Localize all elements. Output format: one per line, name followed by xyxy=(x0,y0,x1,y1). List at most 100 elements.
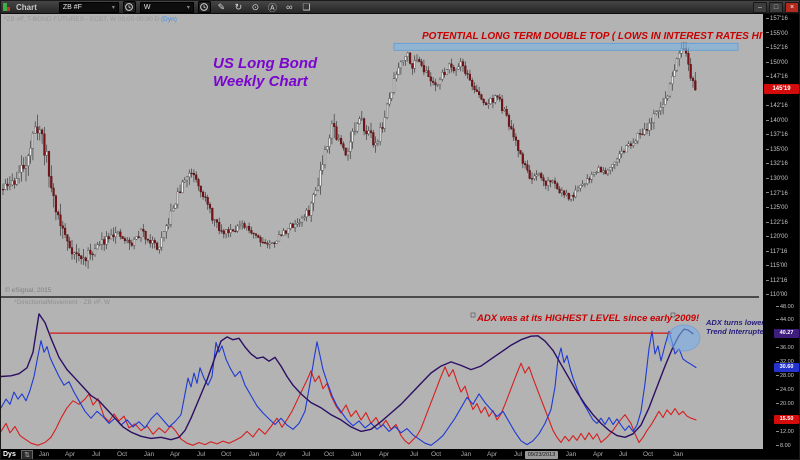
chart-title-line2: Weekly Chart xyxy=(213,73,308,90)
symbol-link[interactable]: (Dyn) xyxy=(161,16,177,23)
month-label: Oct xyxy=(430,451,442,458)
last-price-pill: 145'19 xyxy=(764,83,799,94)
price-tick: 130'00 xyxy=(766,176,788,182)
interval-value: W xyxy=(143,3,151,11)
month-label: Oct xyxy=(323,451,335,458)
symbol-description: *ZB #F, T-BOND FUTURES - ECBT, W 00:00-0… xyxy=(4,16,177,23)
target-icon[interactable]: ⊙ xyxy=(251,1,260,12)
double-top-band-drawing[interactable] xyxy=(393,42,739,51)
month-label: Jul xyxy=(409,451,419,458)
plus_di-value-pill: 30.60 xyxy=(774,362,799,372)
minus-di-line xyxy=(1,362,697,446)
price-tick: 147'16 xyxy=(766,74,788,80)
month-label: Jan xyxy=(38,451,50,458)
adx-value-pill: 40.27 xyxy=(774,329,799,339)
interval-input[interactable]: W ▾ xyxy=(139,1,194,13)
price-tick: 142'16 xyxy=(766,103,788,109)
symbol-description-text: *ZB #F, T-BOND FUTURES - ECBT, W 00:00-0… xyxy=(4,16,160,23)
chevron-down-icon[interactable]: ▾ xyxy=(186,4,190,11)
price-tick: 112'16 xyxy=(766,278,787,284)
indicator-tick: 36.00 xyxy=(776,345,794,351)
interval-clock-icon[interactable] xyxy=(197,1,211,13)
month-label: Jan xyxy=(143,451,155,458)
chart-title-annotation[interactable]: US Long Bond Weekly Chart xyxy=(213,55,317,91)
pencil-icon[interactable]: ✎ xyxy=(217,1,226,12)
price-tick: 117'16 xyxy=(766,249,787,255)
price-tick: 135'00 xyxy=(766,147,788,153)
price-tick: 132'16 xyxy=(766,161,788,167)
month-label: Oct xyxy=(116,451,128,458)
window-title: Chart xyxy=(16,2,37,12)
chat-icon[interactable]: ❑ xyxy=(302,1,311,12)
price-tick: 122'16 xyxy=(766,220,788,226)
time-axis[interactable]: Dys ⇅ 09/23/2013 Jan Apr Jul Oct Jan Apr Jul Oc… xyxy=(1,449,799,459)
month-label: Apr xyxy=(378,451,390,458)
indicator-tick: 24.00 xyxy=(776,387,794,393)
month-label: Jan xyxy=(248,451,260,458)
month-label: Jul xyxy=(196,451,206,458)
main-chart-plot[interactable] xyxy=(1,1,759,449)
symbol-value: ZB #F xyxy=(62,3,82,11)
trend-note-line2: Trend Interrupted xyxy=(706,327,769,336)
month-label: Apr xyxy=(592,451,604,458)
minimize-button[interactable]: – xyxy=(753,1,767,13)
anchor-date-highlight: 09/23/2013 xyxy=(525,451,558,459)
price-tick: 120'00 xyxy=(766,234,788,240)
price-tick: 150'00 xyxy=(766,60,788,66)
month-label: Jul xyxy=(301,451,311,458)
month-label: Jan xyxy=(460,451,472,458)
price-tick: 155'00 xyxy=(766,31,788,37)
adx-highest-level-annotation[interactable]: ADX was at its HIGHEST LEVEL since early… xyxy=(477,313,700,324)
close-button[interactable]: × xyxy=(785,1,799,13)
trend-interrupted-annotation[interactable]: ADX turns lower Trend Interrupted xyxy=(706,318,768,336)
app-icon xyxy=(3,3,12,11)
symbol-history-clock-icon[interactable] xyxy=(122,1,136,13)
adx-line xyxy=(1,313,694,441)
price-tick: 140'00 xyxy=(766,118,788,124)
price-tick: 157'16 xyxy=(766,16,788,22)
month-label: Apr xyxy=(275,451,287,458)
month-label: Jan xyxy=(565,451,577,458)
plusminus-di-line xyxy=(1,330,697,446)
price-tick: 137'16 xyxy=(766,132,788,138)
drawing-handle[interactable] xyxy=(470,312,476,318)
month-label: Apr xyxy=(64,451,76,458)
panel-separator[interactable] xyxy=(1,296,759,298)
indicator-tick: 32.00 xyxy=(776,359,794,365)
restore-button[interactable]: □ xyxy=(769,1,783,13)
period-button[interactable]: Dys xyxy=(3,451,16,458)
annotation-a-icon[interactable]: Ⓐ xyxy=(267,2,277,13)
titlebar: Chart ZB #F ▾ W ▾ ✎ ↻ ⊙ Ⓐ ∞ ❑ – □ × xyxy=(1,1,799,14)
refresh-icon[interactable]: ↻ xyxy=(234,1,243,12)
link-icon[interactable]: ∞ xyxy=(286,2,293,12)
month-label: Apr xyxy=(169,451,181,458)
indicator-tick: 48.00 xyxy=(776,304,794,310)
adx-highlight-ellipse-drawing[interactable] xyxy=(667,324,701,352)
symbol-input[interactable]: ZB #F ▾ xyxy=(58,1,119,13)
price-tick: 125'00 xyxy=(766,205,788,211)
chevron-down-icon[interactable]: ▾ xyxy=(111,4,115,11)
indicator-tick: 28.00 xyxy=(776,373,794,379)
minus_di-value-pill: 15.50 xyxy=(774,415,799,425)
month-label: Jul xyxy=(618,451,628,458)
indicator-axis[interactable]: 48.00 44.00 36.00 32.00 28.00 24.00 20.00 12.00… xyxy=(773,297,799,459)
indicator-label: *DirectionalMovement - ZB #F, W xyxy=(14,299,111,306)
copyright-notice: © eSignal, 2015 xyxy=(5,287,52,294)
double-top-annotation[interactable]: POTENTIAL LONG TERM DOUBLE TOP ( LOWS IN… xyxy=(422,31,772,42)
indicator-tick: 12.00 xyxy=(776,429,794,435)
drawing-handle[interactable] xyxy=(670,312,676,318)
month-label: Jan xyxy=(350,451,362,458)
indicator-tick: 8.00 xyxy=(776,443,791,449)
month-label: Jul xyxy=(91,451,101,458)
period-settings-icon[interactable]: ⇅ xyxy=(21,450,33,459)
month-label: Apr xyxy=(486,451,498,458)
indicator-tick: 44.00 xyxy=(776,317,794,323)
indicator-tick: 20.00 xyxy=(776,401,794,407)
month-label: Jan xyxy=(672,451,684,458)
chart-title-line1: US Long Bond xyxy=(213,55,318,72)
month-label: Jul xyxy=(513,451,523,458)
trend-note-line1: ADX turns lower xyxy=(706,318,765,327)
candlesticks xyxy=(1,41,697,269)
price-tick: 152'16 xyxy=(766,45,788,51)
